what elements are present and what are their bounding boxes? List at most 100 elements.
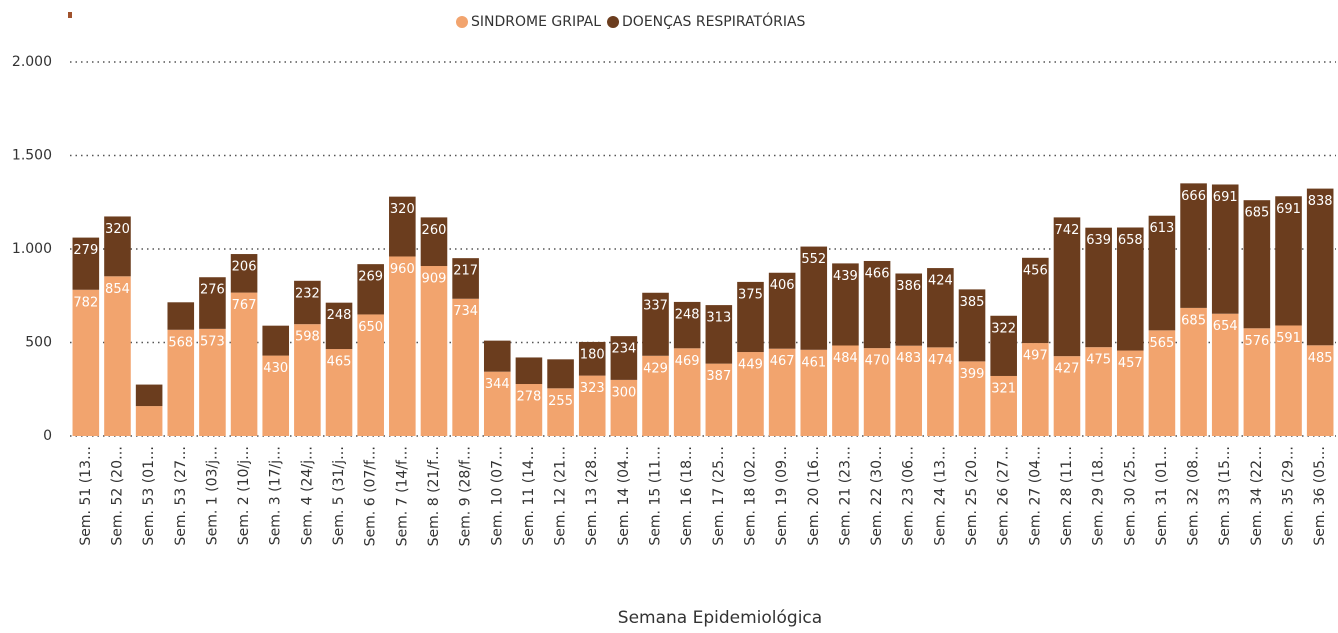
value-label: 322: [991, 321, 1016, 336]
value-label: 260: [422, 223, 447, 238]
legend-marker: [456, 16, 468, 28]
value-label: 424: [928, 274, 953, 289]
x-tick-label: Sem. 23 (06…: [901, 446, 917, 546]
legend-marker: [607, 16, 620, 28]
value-label: 449: [738, 358, 763, 373]
x-tick-label: Sem. 52 (20…: [109, 446, 125, 546]
x-tick-label: Sem. 33 (15…: [1217, 446, 1233, 546]
value-label: 387: [706, 369, 731, 384]
bar-segment: [958, 361, 986, 436]
bar-segment: [199, 328, 226, 436]
value-label: 321: [991, 381, 1016, 396]
legend-label: DOENÇAS RESPIRATÓRIAS: [622, 12, 805, 30]
value-label: 427: [1055, 362, 1080, 377]
bar-segment: [262, 325, 290, 356]
x-axis-title: Semana Epidemiológica: [618, 608, 822, 628]
x-tick-label: Sem. 53 (01…: [141, 446, 157, 546]
value-label: 734: [453, 304, 478, 319]
bar-segment: [990, 315, 1017, 376]
x-tick-label: Sem. 20 (16…: [806, 446, 822, 546]
x-tick-label: Sem. 2 (10/j…: [236, 446, 252, 545]
value-label: 613: [1150, 221, 1175, 236]
x-tick-label: Sem. 26 (27…: [996, 446, 1012, 546]
x-tick-label: Sem. 53 (27…: [173, 446, 189, 546]
value-label: 685: [1181, 313, 1206, 328]
x-tick-label: Sem. 5 (31/j…: [331, 446, 347, 545]
bar-segment: [768, 272, 796, 349]
value-label: 248: [327, 308, 352, 323]
y-tick-label: 0: [43, 428, 52, 444]
value-label: 457: [1118, 356, 1143, 371]
value-label: 742: [1055, 223, 1080, 238]
bar-segment: [104, 216, 131, 277]
x-tick-label: Sem. 1 (03/j…: [204, 446, 220, 545]
bar-segment: [1085, 347, 1112, 436]
value-label: 552: [801, 252, 826, 267]
bar-segment: [578, 375, 606, 436]
x-tick-label: Sem. 28 (11…: [1059, 446, 1075, 546]
bar-segment: [958, 289, 986, 362]
value-label: 320: [105, 222, 130, 237]
bar-segment: [990, 375, 1017, 436]
bar-segment: [642, 355, 669, 436]
bar-segment: [737, 352, 764, 436]
bar-segment: [452, 258, 479, 299]
y-tick-label: 1.000: [12, 241, 52, 257]
bar-segment: [1022, 343, 1049, 436]
value-label: 385: [960, 295, 985, 310]
bar-segment: [832, 263, 859, 346]
bar-segment: [1148, 215, 1176, 331]
value-label: 691: [1213, 190, 1238, 205]
bar-segment: [452, 298, 479, 436]
bar-segment: [547, 388, 574, 436]
x-tick-label: Sem. 4 (24/j…: [299, 446, 315, 545]
bar-segment: [515, 384, 543, 436]
value-label: 838: [1308, 194, 1333, 209]
x-tick-label: Sem. 16 (18…: [679, 446, 695, 546]
value-label: 639: [1086, 233, 1111, 248]
y-tick-label: 500: [25, 335, 52, 351]
bar-segment: [1116, 350, 1144, 436]
value-label: 485: [1308, 351, 1333, 366]
value-label: 248: [675, 307, 700, 322]
value-label: 466: [865, 266, 890, 281]
bar-segment: [768, 348, 796, 436]
bar-segment: [705, 363, 733, 436]
bar-segment: [1243, 200, 1271, 329]
x-tick-label: Sem. 6 (07/f…: [363, 446, 379, 546]
value-label: 375: [738, 287, 763, 302]
value-label: 767: [232, 298, 257, 313]
value-label: 484: [833, 351, 858, 366]
bar-segment: [262, 355, 290, 436]
bar-segment: [1053, 217, 1081, 357]
bar-segment: [800, 349, 828, 436]
bar-segment: [230, 254, 258, 293]
bar-segment: [863, 348, 891, 436]
value-label: 386: [896, 279, 921, 294]
x-tick-label: Sem. 34 (22…: [1249, 446, 1265, 546]
value-label: 598: [295, 330, 320, 345]
value-label: 234: [611, 342, 636, 357]
bar-segment: [72, 289, 100, 436]
value-label: 255: [548, 394, 573, 409]
value-label: 461: [801, 355, 826, 370]
value-label: 430: [263, 361, 288, 376]
x-tick-label: Sem. 25 (20…: [964, 446, 980, 546]
bar-segment: [863, 260, 891, 349]
bar-segment: [167, 329, 195, 436]
bar-segment: [610, 336, 638, 380]
bar-segment: [673, 301, 701, 349]
bar-segment: [325, 302, 353, 350]
bar-segment: [927, 268, 954, 348]
value-label: 483: [896, 351, 921, 366]
bar-segment: [1275, 325, 1302, 436]
value-label: 568: [168, 335, 193, 350]
value-label: 576: [1244, 334, 1269, 349]
value-label: 691: [1276, 202, 1301, 217]
bar-segment: [167, 302, 195, 330]
value-label: 276: [200, 283, 225, 298]
x-tick-label: Sem. 30 (25…: [1122, 446, 1138, 546]
bar-segment: [230, 292, 258, 436]
bar-segment: [515, 357, 543, 385]
value-label: 565: [1150, 336, 1175, 351]
